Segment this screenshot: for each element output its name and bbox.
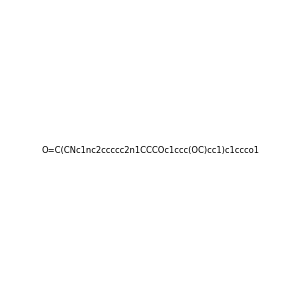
Text: O=C(CNc1nc2ccccc2n1CCCOc1ccc(OC)cc1)c1ccco1: O=C(CNc1nc2ccccc2n1CCCOc1ccc(OC)cc1)c1cc… xyxy=(41,146,259,154)
